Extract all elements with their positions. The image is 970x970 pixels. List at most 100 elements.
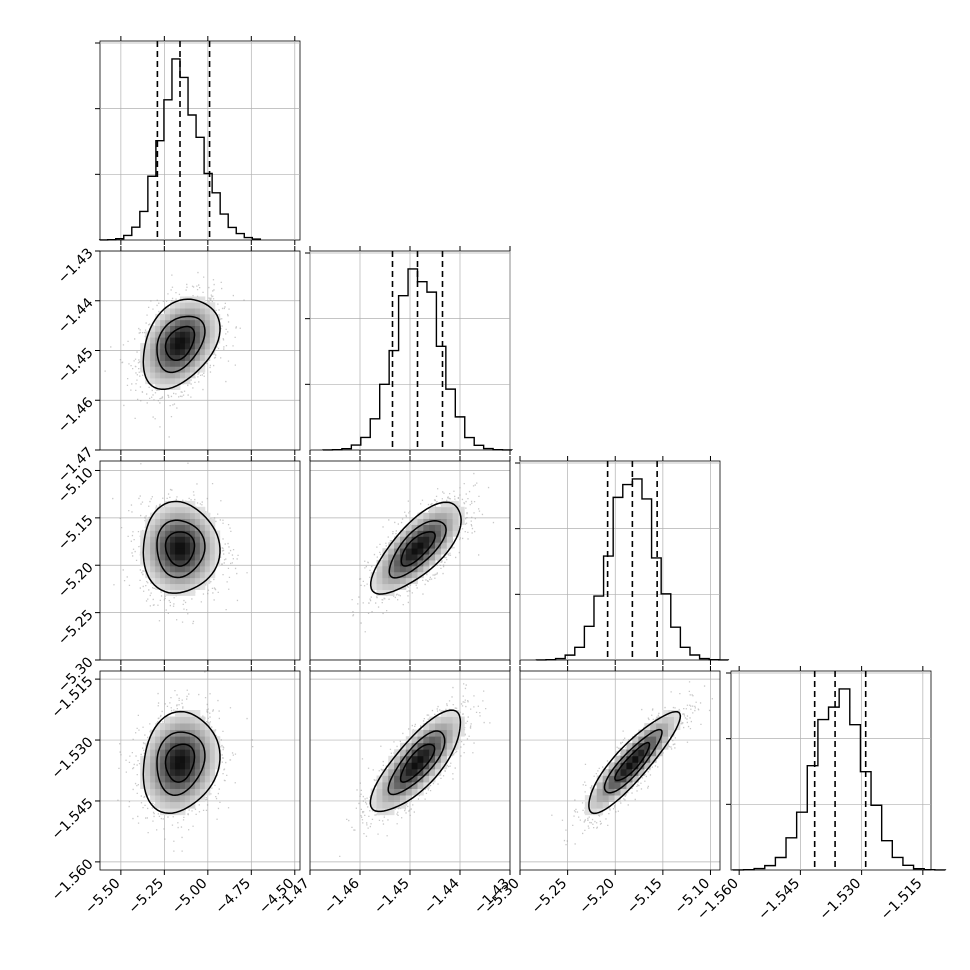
density-cell	[608, 782, 615, 789]
density-cell	[180, 308, 186, 315]
density-cell	[405, 548, 413, 555]
histogram-frame	[730, 670, 932, 871]
density-cell	[199, 366, 206, 373]
density-cell	[204, 768, 211, 776]
density-cell	[194, 723, 201, 731]
density-cell	[204, 337, 211, 344]
density-cell	[204, 577, 211, 585]
density-cell	[209, 542, 216, 549]
density-cell	[214, 542, 221, 549]
density-cell	[376, 560, 383, 567]
density-cell	[165, 755, 171, 763]
density-cell	[394, 762, 401, 770]
density-cell	[382, 565, 389, 573]
density-cell	[446, 742, 453, 750]
density-cell	[145, 360, 151, 367]
density-cell	[145, 749, 151, 757]
density-cell	[596, 775, 604, 783]
density-cell	[140, 366, 146, 373]
density-cell	[140, 560, 146, 567]
density-cell	[175, 762, 181, 770]
density-cell	[194, 308, 201, 315]
density-cell	[458, 723, 465, 731]
density-cell	[440, 729, 448, 737]
density-cell	[155, 762, 161, 770]
contour-line	[369, 501, 462, 595]
density-cell	[175, 795, 181, 803]
density-cell	[614, 795, 621, 803]
contour-line	[164, 531, 196, 567]
density-cell	[429, 506, 436, 514]
density-cell	[170, 577, 176, 585]
density-cell	[584, 795, 592, 803]
density-cell	[423, 762, 430, 770]
density-cell	[638, 749, 645, 757]
density-cell	[175, 542, 181, 549]
density-cell	[405, 577, 413, 585]
density-cell	[160, 360, 166, 367]
density-cell	[140, 542, 146, 549]
density-cell	[656, 742, 663, 750]
density-cell	[194, 560, 201, 567]
density-cell	[170, 808, 176, 816]
density-cell	[376, 801, 383, 809]
density-cell	[180, 524, 186, 531]
density-cell	[160, 530, 166, 537]
density-cell	[614, 775, 621, 783]
density-cell	[170, 742, 176, 750]
scatter-points	[351, 472, 495, 633]
y-tick-label: −5.20	[55, 560, 97, 602]
density-cell	[184, 736, 191, 744]
density-cell	[184, 331, 191, 338]
density-cell	[175, 360, 181, 367]
density-cell	[155, 377, 161, 385]
density-cell	[382, 788, 389, 796]
density-cell	[199, 577, 206, 585]
density-cell	[429, 542, 436, 549]
density-cell	[140, 762, 146, 770]
density-cell	[175, 716, 181, 724]
density-cell	[194, 366, 201, 373]
density-cell	[189, 500, 196, 508]
density-cell	[180, 560, 186, 567]
density-cell	[150, 762, 156, 770]
y-tick-label: −1.530	[49, 734, 97, 782]
density-cell	[376, 565, 383, 573]
density-cell	[180, 565, 186, 573]
density-cell	[452, 723, 459, 731]
density-cell	[376, 589, 383, 596]
density-cell	[370, 788, 377, 796]
density-cell	[170, 749, 176, 757]
density-cell	[189, 589, 196, 596]
density-cell	[214, 536, 221, 543]
density-cell	[150, 360, 156, 367]
density-cell	[145, 782, 151, 789]
density-cell	[145, 762, 151, 770]
density-cell	[160, 313, 166, 321]
density-cell	[370, 801, 377, 809]
density-cell	[388, 808, 395, 816]
density-cell	[446, 716, 453, 724]
density-cell	[170, 795, 176, 803]
density-cell	[189, 736, 196, 744]
density-cell	[160, 372, 166, 379]
density-cell	[194, 548, 201, 555]
density-cell	[194, 319, 201, 326]
density-cell	[160, 571, 166, 579]
density-cell	[184, 742, 191, 750]
density-cell	[160, 749, 166, 757]
density-cell	[160, 325, 166, 332]
density-cell	[429, 775, 436, 783]
density-cell	[184, 801, 191, 809]
x-tick-label: −1.515	[878, 876, 926, 924]
density-cell	[170, 518, 176, 525]
density-cell	[194, 512, 201, 520]
density-cell	[411, 736, 418, 744]
density-cell	[180, 542, 186, 549]
density-cell	[209, 762, 216, 770]
density-cell	[150, 354, 156, 361]
density-cell	[399, 577, 407, 585]
density-cell	[638, 762, 645, 770]
density-cell	[194, 354, 201, 361]
density-cell	[204, 313, 211, 321]
